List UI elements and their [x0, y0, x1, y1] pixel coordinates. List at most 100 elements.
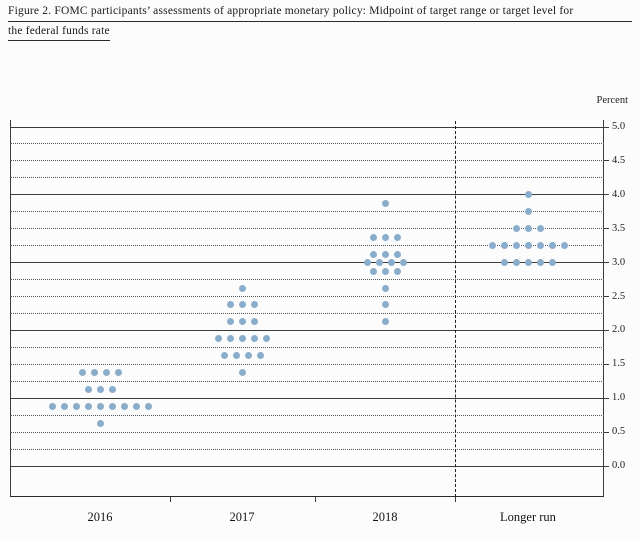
figure-title-line-1: Figure 2. FOMC participants’ assessments… [8, 5, 632, 22]
projection-dot [48, 403, 56, 411]
projection-dot [120, 403, 128, 411]
gridline-dotted [10, 279, 604, 281]
y-axis-tick-label: 5.0 [612, 121, 626, 132]
projection-dot [536, 242, 544, 250]
gridline-dotted [10, 363, 604, 365]
projection-dot [238, 318, 246, 326]
y-axis-tick [604, 465, 609, 467]
projection-dot [548, 242, 556, 250]
projection-dot [226, 335, 234, 343]
y-axis-tick [604, 397, 609, 399]
y-axis-tick-label: 0.0 [612, 460, 626, 471]
figure-title-line-2: the federal funds rate [8, 25, 110, 41]
y-axis-tick-label: 2.0 [612, 324, 626, 336]
projection-dot [369, 267, 377, 275]
y-axis-tick [604, 126, 609, 128]
gridline-dotted [10, 312, 604, 314]
gridline-solid [10, 329, 604, 331]
projection-dot [524, 259, 532, 267]
projection-dot [524, 242, 532, 250]
y-axis-unit-label: Percent [596, 95, 629, 106]
projection-dot [393, 250, 401, 258]
gridline-dotted [10, 228, 604, 230]
y-axis-tick [604, 329, 609, 331]
projection-dot [114, 369, 122, 377]
longer-run-separator-line [455, 121, 456, 497]
x-axis-category-label: 2017 [229, 510, 255, 524]
projection-dot [96, 403, 104, 411]
y-axis-tick [604, 363, 609, 365]
x-axis-category-label: 2018 [372, 510, 398, 524]
gridline-dotted [10, 296, 604, 297]
gridline-dotted [10, 245, 604, 247]
y-axis-tick-label: 2.5 [612, 290, 626, 302]
y-axis-tick-label: 4.0 [612, 188, 626, 200]
gridline-solid [10, 126, 604, 128]
projection-dot [262, 335, 270, 343]
projection-dot [381, 318, 389, 326]
projection-dot [238, 301, 246, 309]
gridline-dotted [10, 431, 604, 433]
gridline-dotted [10, 143, 604, 145]
y-axis-tick [604, 262, 609, 264]
projection-dot [214, 335, 222, 343]
projection-dot [381, 233, 389, 241]
projection-dot [399, 259, 407, 267]
projection-dot [500, 259, 508, 267]
y-axis-tick-label: 1.5 [612, 358, 626, 370]
gridline-solid [10, 465, 604, 467]
projection-dot [393, 233, 401, 241]
projection-dot [488, 242, 496, 250]
projection-dot [144, 403, 152, 411]
x-axis-category-label: 2016 [87, 510, 113, 524]
y-axis-tick [604, 431, 609, 433]
x-axis-boundary-tick [455, 497, 456, 502]
gridline-dotted [10, 414, 604, 416]
y-axis-tick-label: 0.5 [612, 426, 626, 438]
projection-dot [84, 403, 92, 411]
gridline-dotted [10, 380, 604, 382]
projection-dot [72, 403, 80, 411]
projection-dot [512, 259, 520, 267]
projection-dot [220, 352, 228, 360]
projection-dot [250, 335, 258, 343]
projection-dot [238, 335, 246, 343]
projection-dot [250, 318, 258, 326]
gridline-dotted [10, 160, 604, 162]
figure-title: Figure 2. FOMC participants’ assessments… [0, 0, 640, 41]
projection-dot [102, 369, 110, 377]
x-axis-boundary-tick [315, 497, 316, 502]
projection-dot [84, 386, 92, 394]
y-axis-tick [604, 228, 609, 230]
projection-dot [132, 403, 140, 411]
gridline-solid [10, 397, 604, 399]
projection-dot [96, 386, 104, 394]
y-axis-tick-label: 4.5 [612, 154, 626, 166]
projection-dot [512, 225, 520, 233]
projection-dot [381, 199, 389, 207]
gridline-solid [10, 262, 604, 264]
y-axis-tick [604, 160, 609, 162]
projection-dot [524, 191, 532, 199]
projection-dot [512, 242, 520, 250]
projection-dot [381, 284, 389, 292]
projection-dot [500, 242, 508, 250]
projection-dot [369, 250, 377, 258]
projection-dot [96, 420, 104, 428]
gridline-dotted [10, 448, 604, 450]
gridline-dotted [10, 346, 604, 348]
projection-dot [60, 403, 68, 411]
projection-dot [387, 259, 395, 267]
projection-dot [250, 301, 258, 309]
projection-dot [381, 250, 389, 258]
projection-dot [90, 369, 98, 377]
projection-dot [78, 369, 86, 377]
projection-dot [108, 386, 116, 394]
projection-dot [560, 242, 568, 250]
projection-dot [363, 259, 371, 267]
gridline-solid [10, 194, 604, 196]
projection-dot [548, 259, 556, 267]
y-axis-tick-label: 1.0 [612, 392, 626, 404]
projection-dot [381, 267, 389, 275]
